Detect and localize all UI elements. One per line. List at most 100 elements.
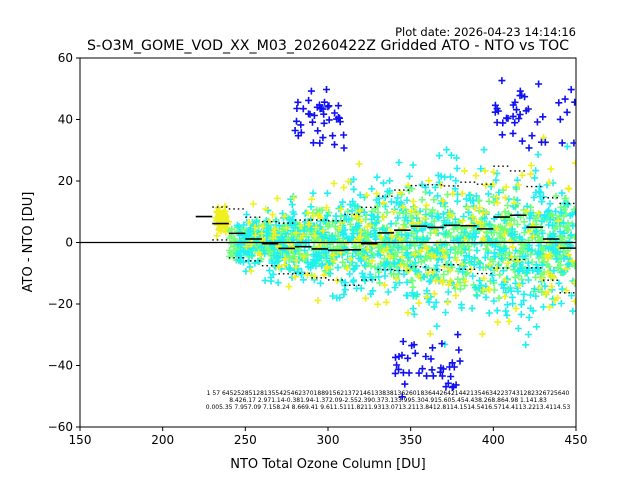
scatter-point-blue: [556, 115, 564, 123]
scatter-point-yellow: [439, 278, 447, 286]
scatter-point-cyan: [434, 214, 442, 222]
scatter-point-cyan: [264, 222, 272, 230]
scatter-point-cyan: [459, 268, 467, 276]
scatter-point-yellow: [337, 205, 345, 213]
scatter-point-green: [455, 218, 463, 226]
scatter-point-yellow: [480, 234, 487, 242]
scatter-point-cyan: [412, 267, 419, 275]
scatter-point-cyan: [532, 167, 540, 175]
scatter-point-cyan: [492, 237, 500, 245]
scatter-point-yellow: [490, 168, 498, 176]
scatter-point-cyan: [350, 185, 358, 193]
scatter-point-cyan: [558, 285, 566, 293]
scatter-point-blue: [535, 80, 543, 88]
scatter-point-cyan: [288, 201, 296, 209]
scatter-point-blue: [447, 373, 455, 380]
y-tick-label: 20: [58, 174, 73, 188]
scatter-point-cyan: [465, 232, 473, 240]
scatter-point-blue: [539, 113, 547, 121]
scatter-point-cyan: [452, 177, 460, 185]
scatter-point-cyan: [409, 305, 417, 313]
scatter-point-yellow: [340, 184, 348, 192]
scatter-point-cyan: [558, 209, 566, 217]
scatter-point-cyan: [490, 297, 498, 305]
scatter-point-blue: [429, 372, 437, 380]
scatter-point-blue: [503, 114, 510, 122]
scatter-point-cyan: [266, 267, 273, 275]
scatter-point-cyan: [524, 245, 532, 253]
scatter-point-blue: [456, 357, 464, 365]
scatter-point-cyan: [387, 266, 395, 273]
scatter-point-yellow: [286, 239, 294, 247]
scatter-point-yellow: [504, 259, 512, 267]
scatter-point-yellow: [422, 201, 430, 209]
scatter-point-blue: [319, 134, 327, 142]
scatter-point-yellow: [343, 264, 351, 272]
scatter-point-cyan: [477, 165, 485, 173]
scatter-point-cyan: [329, 292, 337, 300]
scatter-point-blue: [392, 353, 399, 361]
scatter-point-cyan: [532, 292, 540, 300]
scatter-point-cyan: [341, 211, 349, 219]
scatter-point-yellow: [469, 213, 477, 221]
scatter-point-cyan: [471, 254, 479, 262]
scatter-point-yellow: [542, 290, 549, 298]
scatter-point-cyan: [502, 307, 510, 315]
scatter-point-cyan: [261, 277, 269, 285]
scatter-point-yellow: [311, 232, 319, 240]
scatter-point-yellow: [382, 298, 390, 306]
scatter-point-cyan: [379, 225, 387, 233]
scatter-point-green: [339, 258, 347, 266]
scatter-point-cyan: [442, 309, 449, 316]
scatter-point-green: [376, 279, 384, 287]
scatter-point-cyan: [468, 304, 476, 312]
scatter-point-cyan: [307, 225, 315, 233]
scatter-point-cyan: [532, 227, 540, 235]
scatter-point-cyan: [291, 224, 299, 232]
scatter-point-cyan: [339, 198, 347, 206]
x-tick-label: 300: [317, 433, 340, 447]
x-tick-label: 250: [234, 433, 257, 447]
scatter-point-green: [434, 273, 442, 281]
scatter-point-cyan: [525, 314, 533, 321]
scatter-point-yellow: [414, 210, 422, 218]
scatter-point-green: [552, 192, 560, 200]
scatter-point-cyan: [287, 221, 295, 229]
scatter-point-yellow: [407, 207, 415, 215]
scatter-point-cyan: [498, 254, 505, 262]
scatter-point-green: [532, 273, 540, 281]
scatter-point-cyan: [538, 198, 546, 206]
scatter-point-yellow: [290, 194, 298, 202]
scatter-point-yellow: [213, 232, 221, 240]
scatter-point-yellow: [408, 219, 416, 227]
scatter-point-green: [511, 273, 519, 281]
scatter-point-cyan: [555, 279, 563, 287]
scatter-point-yellow: [320, 271, 328, 279]
scatter-point-blue: [563, 108, 571, 116]
scatter-point-yellow: [300, 252, 308, 260]
scatter-point-yellow: [380, 199, 388, 207]
scatter-point-cyan: [323, 212, 331, 220]
scatter-point-cyan: [368, 185, 376, 193]
scatter-point-cyan: [535, 285, 542, 293]
scatter-point-cyan: [356, 191, 364, 199]
scatter-point-cyan: [400, 270, 408, 278]
scatter-point-cyan: [350, 276, 358, 284]
scatter-point-yellow: [308, 195, 316, 203]
scatter-point-cyan: [391, 284, 399, 291]
scatter-point-green: [504, 202, 512, 209]
scatter-point-yellow: [550, 274, 558, 282]
scatter-point-cyan: [509, 300, 517, 308]
scatter-point-cyan: [503, 311, 511, 319]
scatter-point-cyan: [517, 301, 525, 309]
scatter-point-blue: [316, 139, 324, 147]
scatter-point-cyan: [373, 173, 381, 181]
scatter-point-cyan: [358, 269, 366, 277]
scatter-point-cyan: [403, 278, 411, 286]
scatter-point-cyan: [367, 290, 375, 298]
scatter-point-yellow: [399, 203, 407, 211]
scatter-point-cyan: [376, 251, 384, 259]
scatter-point-yellow: [305, 221, 313, 229]
scatter-point-yellow: [530, 232, 538, 240]
scatter-point-yellow: [529, 222, 537, 230]
